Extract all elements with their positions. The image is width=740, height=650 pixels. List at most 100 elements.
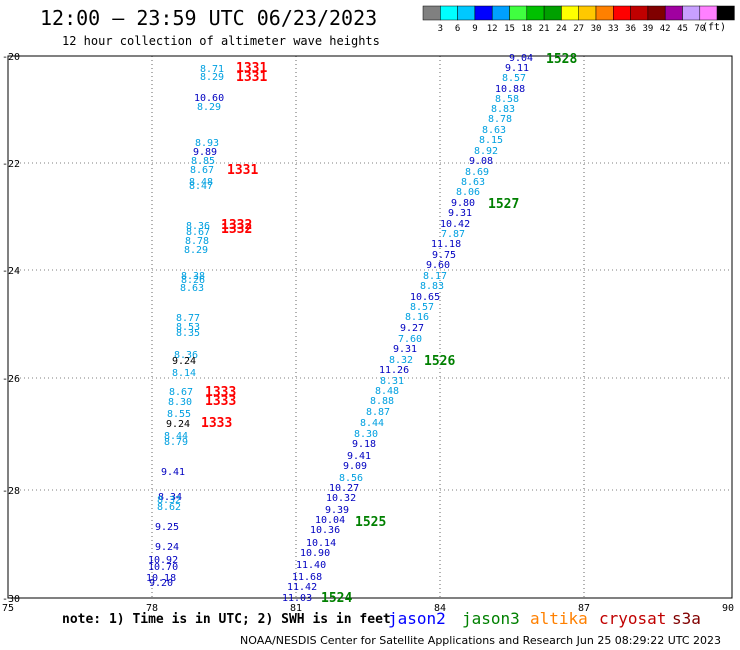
legend-swatch — [561, 5, 579, 21]
wave-height-value: 8.38 — [181, 271, 205, 282]
legend-label: 21 — [539, 24, 550, 34]
wave-height-value: 9.31 — [448, 208, 472, 219]
x-tick-label: 87 — [578, 603, 590, 614]
y-tick-label: -30 — [2, 594, 20, 605]
page-subtitle: 12 hour collection of altimeter wave hei… — [62, 34, 380, 48]
wave-height-value: 8.87 — [366, 407, 390, 418]
wave-height-value: 8.62 — [157, 502, 181, 513]
wave-height-value: 8.85 — [191, 156, 215, 167]
legend-swatch — [509, 5, 528, 21]
wave-height-value: 9.39 — [325, 505, 349, 516]
y-tick-label: -28 — [2, 486, 20, 497]
legend-label: 9 — [472, 24, 477, 34]
wave-height-value: 8.69 — [465, 167, 489, 178]
footer-note: note: 1) Time is in UTC; 2) SWH is in fe… — [62, 612, 391, 627]
wave-height-value: 9.89 — [193, 147, 217, 158]
wave-height-value: 9.11 — [505, 63, 529, 74]
mission-altika: altika — [530, 609, 588, 628]
pass-number-label: 1527 — [488, 197, 519, 212]
legend-swatch — [716, 5, 735, 21]
wave-height-value: 11.42 — [287, 582, 317, 593]
wave-height-value: 7.87 — [441, 229, 465, 240]
wave-height-value: 8.79 — [164, 437, 188, 448]
wave-height-value: 9.41 — [161, 467, 185, 478]
x-tick-label: 75 — [2, 603, 14, 614]
wave-height-value: 8.92 — [474, 146, 498, 157]
legend-label: 30 — [591, 24, 602, 34]
wave-height-value: 11.68 — [292, 572, 322, 583]
wave-height-value: 8.63 — [180, 283, 204, 294]
wave-height-value: 10.42 — [440, 219, 470, 230]
wave-height-value: 8.29 — [184, 245, 208, 256]
wave-height-value: 8.88 — [370, 396, 394, 407]
mission-cryosat: cryosat — [599, 609, 667, 628]
wave-height-value: 10.14 — [306, 538, 336, 549]
wave-height-value: 8.29 — [197, 102, 221, 113]
wave-height-value: 8.48 — [189, 177, 213, 188]
wave-height-value: 10.92 — [148, 555, 178, 566]
wave-height-value: 8.78 — [488, 114, 512, 125]
mission-s3a: s3a — [672, 609, 701, 628]
pass-number-label: 1333 — [205, 385, 236, 400]
legend-label: 42 — [660, 24, 671, 34]
legend-label: 18 — [521, 24, 532, 34]
y-tick-label: -22 — [2, 159, 20, 170]
legend-swatch — [440, 5, 458, 21]
wave-height-value: 11.18 — [431, 239, 461, 250]
wave-height-value: 8.34 — [158, 492, 182, 503]
legend-swatch — [526, 5, 545, 21]
legend-swatch — [682, 5, 701, 21]
wave-height-value: 10.32 — [326, 493, 356, 504]
wave-height-value: 9.60 — [426, 260, 450, 271]
legend-swatch — [491, 5, 510, 21]
pass-number-label: 1525 — [355, 515, 386, 530]
wave-height-value: 10.60 — [194, 93, 224, 104]
wave-height-value: 9.08 — [469, 156, 493, 167]
legend-swatch — [578, 5, 597, 21]
wave-height-value: 8.67 — [186, 227, 210, 238]
x-tick-label: 84 — [434, 603, 446, 614]
wave-height-value: 8.47 — [189, 181, 213, 192]
legend-swatch — [595, 5, 614, 21]
pass-number-label: 1331 — [236, 61, 267, 76]
legend-swatch — [664, 5, 683, 21]
wave-height-value: 8.58 — [495, 94, 519, 105]
wave-height-values: 9.049.118.5710.888.588.838.788.638.158.9… — [146, 53, 533, 604]
pass-labels: 1528152715261525152413311331133113321332… — [201, 52, 577, 606]
wave-height-value: 8.36 — [186, 221, 210, 232]
wave-height-value: 9.41 — [347, 451, 371, 462]
axis-ticks: 75 78 81 84 87 90 -20 -22 -24 -26 -28 -30 — [2, 52, 734, 614]
page-title: 12:00 — 23:59 UTC 06/23/2023 — [40, 6, 378, 30]
wave-height-value: 10.04 — [315, 515, 345, 526]
pass-number-label: 1332 — [221, 218, 252, 233]
wave-height-value: 8.63 — [482, 125, 506, 136]
legend-swatch — [457, 5, 476, 21]
wave-height-value: 8.14 — [172, 368, 196, 379]
credit-line: NOAA/NESDIS Center for Satellite Applica… — [240, 634, 722, 647]
wave-height-value: 10.36 — [310, 525, 340, 536]
wave-height-value: 8.83 — [491, 104, 515, 115]
y-tick-label: -20 — [2, 52, 20, 63]
wave-height-value: 8.78 — [185, 236, 209, 247]
pass-number-label: 1528 — [546, 52, 577, 67]
legend-label: 45 — [677, 24, 688, 34]
wave-height-value: 9.27 — [400, 323, 424, 334]
wave-height-value: 9.31 — [393, 344, 417, 355]
wave-height-value: 8.36 — [174, 350, 198, 361]
wave-height-value: 8.16 — [405, 312, 429, 323]
map-frame — [7, 55, 733, 599]
map-border — [7, 55, 733, 599]
legend-label: 24 — [556, 24, 567, 34]
legend-swatch — [699, 5, 718, 21]
wave-height-value: 8.48 — [375, 386, 399, 397]
wave-height-value: 9.18 — [352, 439, 376, 450]
wave-height-value: 8.55 — [167, 409, 191, 420]
wave-height-value: 8.29 — [200, 72, 224, 83]
color-legend: 3 6 9 12 15 18 21 24 27 30 33 36 39 42 45 70 — [422, 5, 735, 34]
mission-jason3: jason3 — [462, 609, 520, 628]
wave-height-value: 10.65 — [410, 292, 440, 303]
wave-height-value: 9.04 — [509, 53, 533, 64]
x-tick-label: 78 — [146, 603, 158, 614]
wave-height-value: 9.24 — [155, 542, 179, 553]
